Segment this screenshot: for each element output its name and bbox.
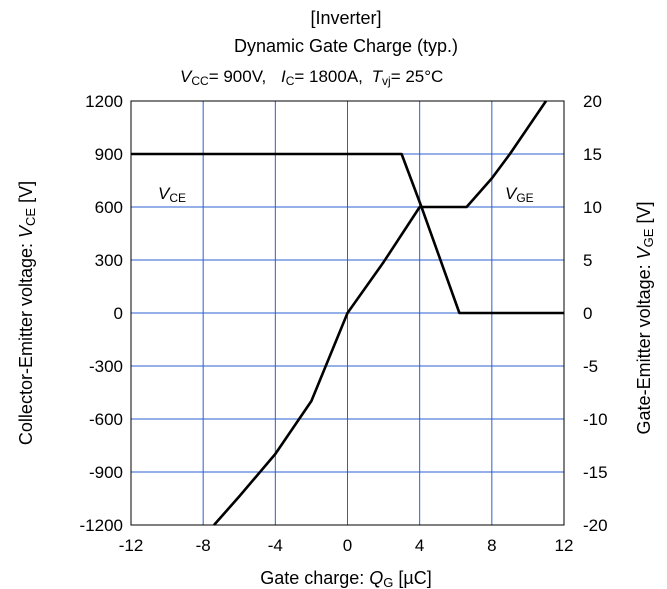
y-left-label-text: Collector-Emitter voltage: xyxy=(16,238,36,445)
x-axis-label-unit: [µC] xyxy=(393,568,431,588)
x-axis-label-subscript: G xyxy=(383,575,393,589)
y-right-tick-label: 0 xyxy=(583,304,592,323)
y-right-label-subscript: GE xyxy=(641,228,656,247)
vge-label-symbol: V xyxy=(505,184,518,203)
tvj-value: = 25°C xyxy=(391,67,444,86)
x-tick-label: 8 xyxy=(487,536,496,555)
y-axis-left-label: Collector-Emitter voltage: VCE [V] xyxy=(16,181,38,445)
chart-conditions: VCC= 900V, IC= 1800A, Tvj= 25°C xyxy=(180,67,443,88)
y-right-tick-label: -15 xyxy=(583,463,608,482)
vce-label-subscript: CE xyxy=(169,191,186,205)
vcc-symbol: V xyxy=(180,67,193,86)
y-right-tick-label: -20 xyxy=(583,516,608,535)
y-left-label-subscript: CE xyxy=(23,208,38,226)
series-line-vce xyxy=(131,152,564,315)
y-right-tick-label: 10 xyxy=(583,198,602,217)
y-axis-right-label: Gate-Emitter voltage: VGE [V] xyxy=(634,202,656,435)
y-left-tick-label: -1200 xyxy=(80,516,123,535)
tvj-subscript: vj xyxy=(382,74,391,88)
vcc-subscript: CC xyxy=(191,74,209,88)
y-right-tick-label: 5 xyxy=(583,251,592,270)
y-right-tick-label: -10 xyxy=(583,410,608,429)
x-tick-label: 12 xyxy=(555,536,574,555)
y-right-label-symbol: V xyxy=(634,245,654,259)
y-left-tick-label: 1200 xyxy=(85,92,123,111)
y-left-tick-label: 600 xyxy=(95,198,123,217)
vce-label-symbol: V xyxy=(158,184,171,203)
y-right-label-unit: [V] xyxy=(634,202,654,229)
tick-labels: -12 -8 -4 0 4 8 12 -1200 -900 -600 -300 0 300 600 900 1… xyxy=(80,92,608,555)
y-left-tick-label: -600 xyxy=(89,410,123,429)
x-tick-label: 4 xyxy=(415,536,424,555)
vcc-value: = 900V, xyxy=(209,67,267,86)
y-left-label-unit: [V] xyxy=(16,181,36,208)
y-left-tick-label: 0 xyxy=(114,304,123,323)
x-tick-label: -8 xyxy=(196,536,211,555)
chart-title-line1: [Inverter] xyxy=(310,8,381,28)
y-left-tick-label: 300 xyxy=(95,251,123,270)
ic-symbol: I xyxy=(281,67,286,86)
y-left-tick-label: 900 xyxy=(95,145,123,164)
vge-label-subscript: GE xyxy=(516,191,533,205)
y-right-tick-label: 20 xyxy=(583,92,602,111)
x-tick-label: -4 xyxy=(268,536,283,555)
series-lines xyxy=(131,100,564,526)
x-tick-label: -12 xyxy=(119,536,144,555)
x-axis-label: Gate charge: QG [µC] xyxy=(260,568,432,589)
y-left-tick-label: -900 xyxy=(89,463,123,482)
x-axis-label-text: Gate charge: xyxy=(260,568,369,588)
y-left-tick-label: -300 xyxy=(89,357,123,376)
tvj-symbol: T xyxy=(372,67,384,86)
series-label-vge: VGE xyxy=(505,184,534,205)
ic-subscript: C xyxy=(286,74,295,88)
x-axis-label-symbol: Q xyxy=(369,568,383,588)
series-label-vce: VCE xyxy=(158,184,186,205)
y-right-label-text: Gate-Emitter voltage: xyxy=(634,259,654,434)
y-right-tick-label: -5 xyxy=(583,357,598,376)
y-right-tick-label: 15 xyxy=(583,145,602,164)
y-left-label-symbol: V xyxy=(16,224,36,238)
chart-title-line2: Dynamic Gate Charge (typ.) xyxy=(234,36,458,56)
series-line-vge xyxy=(213,100,548,526)
ic-value: = 1800A, xyxy=(294,67,363,86)
x-tick-label: 0 xyxy=(343,536,352,555)
